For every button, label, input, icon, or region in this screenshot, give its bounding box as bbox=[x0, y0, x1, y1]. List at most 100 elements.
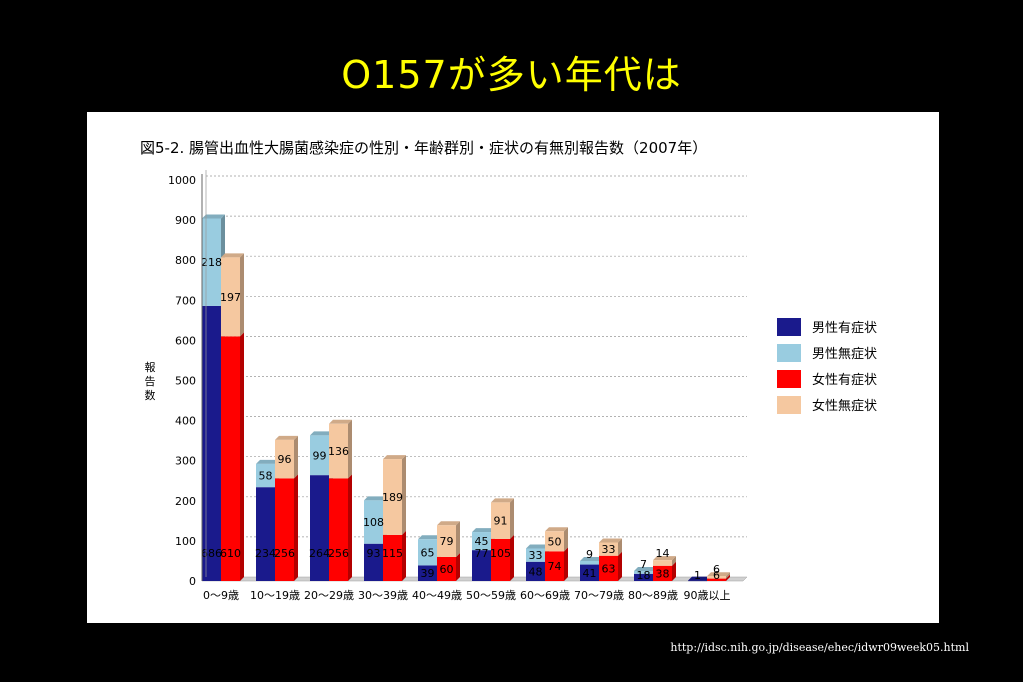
x-tick-label: 30〜39歳 bbox=[358, 589, 408, 602]
x-tick-label: 20〜29歳 bbox=[304, 589, 354, 602]
bar-top bbox=[688, 576, 711, 581]
bar-top bbox=[580, 556, 603, 561]
bar-top bbox=[472, 528, 495, 533]
y-tick-label: 100 bbox=[175, 535, 196, 548]
bar-segment bbox=[329, 478, 348, 581]
bar-top bbox=[437, 521, 460, 526]
x-tick-label: 70〜79歳 bbox=[574, 589, 624, 602]
data-label: 63 bbox=[602, 562, 616, 575]
data-label: 77 bbox=[475, 547, 489, 560]
bar-side bbox=[294, 435, 298, 479]
bar-segment bbox=[634, 570, 653, 574]
bar-side bbox=[618, 538, 622, 556]
data-label: 686 bbox=[201, 547, 222, 560]
legend-swatch bbox=[777, 396, 801, 414]
slide-title: O157が多い年代は bbox=[341, 53, 682, 97]
data-label: 610 bbox=[220, 547, 241, 560]
data-label: 6 bbox=[713, 563, 720, 576]
chart-panel: 図5-2. 腸管出血性大腸菌感染症の性別・年齢群別・症状の有無別報告数（2007… bbox=[87, 112, 939, 623]
bar-segment bbox=[653, 560, 672, 566]
data-label: 9 bbox=[586, 548, 593, 561]
bar-side bbox=[456, 552, 460, 581]
x-tick-label: 10〜19歳 bbox=[250, 589, 300, 602]
bar-side bbox=[726, 574, 730, 581]
y-axis-label-char: 報 bbox=[145, 361, 156, 374]
bar-segment bbox=[202, 305, 221, 581]
bar-segment bbox=[707, 578, 726, 581]
bar-side bbox=[672, 561, 676, 581]
data-label: 234 bbox=[255, 547, 276, 560]
data-label: 58 bbox=[259, 470, 273, 483]
y-tick-label: 200 bbox=[175, 495, 196, 508]
data-label: 60 bbox=[440, 563, 454, 576]
data-label: 91 bbox=[494, 515, 508, 528]
x-tick-label: 90歳以上 bbox=[684, 589, 731, 602]
bar-segment bbox=[275, 478, 294, 581]
y-tick-label: 900 bbox=[175, 214, 196, 227]
bar-side bbox=[510, 498, 514, 539]
bar-segment bbox=[310, 435, 329, 476]
bar-side bbox=[564, 527, 568, 552]
bar-side bbox=[240, 332, 244, 581]
y-tick-label: 700 bbox=[175, 294, 196, 307]
bar-top bbox=[364, 496, 387, 501]
data-label: 33 bbox=[602, 543, 616, 556]
bar-segment bbox=[526, 561, 545, 581]
bar-segment bbox=[418, 539, 437, 566]
legend-swatch bbox=[777, 370, 801, 388]
data-label: 256 bbox=[328, 547, 349, 560]
y-tick-label: 400 bbox=[175, 415, 196, 428]
bar-side bbox=[402, 455, 406, 535]
source-url[interactable]: http://idsc.nih.go.jp/disease/ehec/idwr0… bbox=[670, 641, 969, 654]
bar-segment bbox=[707, 576, 726, 579]
bar-top bbox=[634, 566, 657, 571]
data-label: 38 bbox=[656, 567, 670, 580]
bar-segment bbox=[221, 257, 240, 337]
bar-segment bbox=[202, 218, 221, 306]
y-tick-label: 800 bbox=[175, 254, 196, 267]
bar-segment bbox=[472, 550, 491, 581]
bar-chart: 図5-2. 腸管出血性大腸菌感染症の性別・年齢群別・症状の有無別報告数（2007… bbox=[140, 139, 877, 602]
y-axis-label-char: 数 bbox=[145, 389, 156, 402]
bar-segment bbox=[310, 475, 329, 581]
bar-segment bbox=[599, 555, 618, 581]
bar-segment bbox=[383, 459, 402, 535]
bar-top bbox=[275, 435, 298, 440]
bar-top bbox=[202, 214, 225, 219]
bar-top bbox=[383, 455, 406, 460]
data-label: 14 bbox=[656, 547, 670, 560]
x-tick-label: 80〜89歳 bbox=[628, 589, 678, 602]
bar-segment bbox=[491, 502, 510, 539]
data-label: 65 bbox=[421, 546, 435, 559]
bar-segment bbox=[688, 580, 707, 582]
bar-top bbox=[329, 419, 352, 424]
data-label: 48 bbox=[529, 565, 543, 578]
bar-segment bbox=[256, 463, 275, 488]
data-label: 115 bbox=[382, 547, 403, 560]
data-label: 197 bbox=[220, 291, 241, 304]
data-label: 50 bbox=[548, 535, 562, 548]
data-label: 256 bbox=[274, 547, 295, 560]
bar-segment bbox=[491, 538, 510, 581]
bar-top bbox=[310, 431, 333, 436]
data-label: 93 bbox=[367, 547, 381, 560]
data-label: 105 bbox=[490, 547, 511, 560]
y-tick-label: 0 bbox=[189, 575, 196, 588]
bar-segment bbox=[634, 573, 653, 581]
bar-segment bbox=[580, 560, 599, 565]
data-label: 218 bbox=[201, 256, 222, 269]
bar-segment bbox=[364, 500, 383, 544]
data-label: 39 bbox=[421, 567, 435, 580]
bar-segment bbox=[383, 534, 402, 581]
data-label: 96 bbox=[278, 453, 292, 466]
bar-segment bbox=[364, 543, 383, 581]
data-label: 79 bbox=[440, 535, 454, 548]
bar-side bbox=[726, 572, 730, 579]
bar-side bbox=[240, 253, 244, 337]
data-label: 41 bbox=[583, 567, 597, 580]
x-tick-label: 60〜69歳 bbox=[520, 589, 570, 602]
bar-segment bbox=[526, 548, 545, 562]
bar-segment bbox=[580, 564, 599, 581]
bar-segment bbox=[437, 556, 456, 581]
legend-label: 女性有症状 bbox=[812, 372, 877, 388]
